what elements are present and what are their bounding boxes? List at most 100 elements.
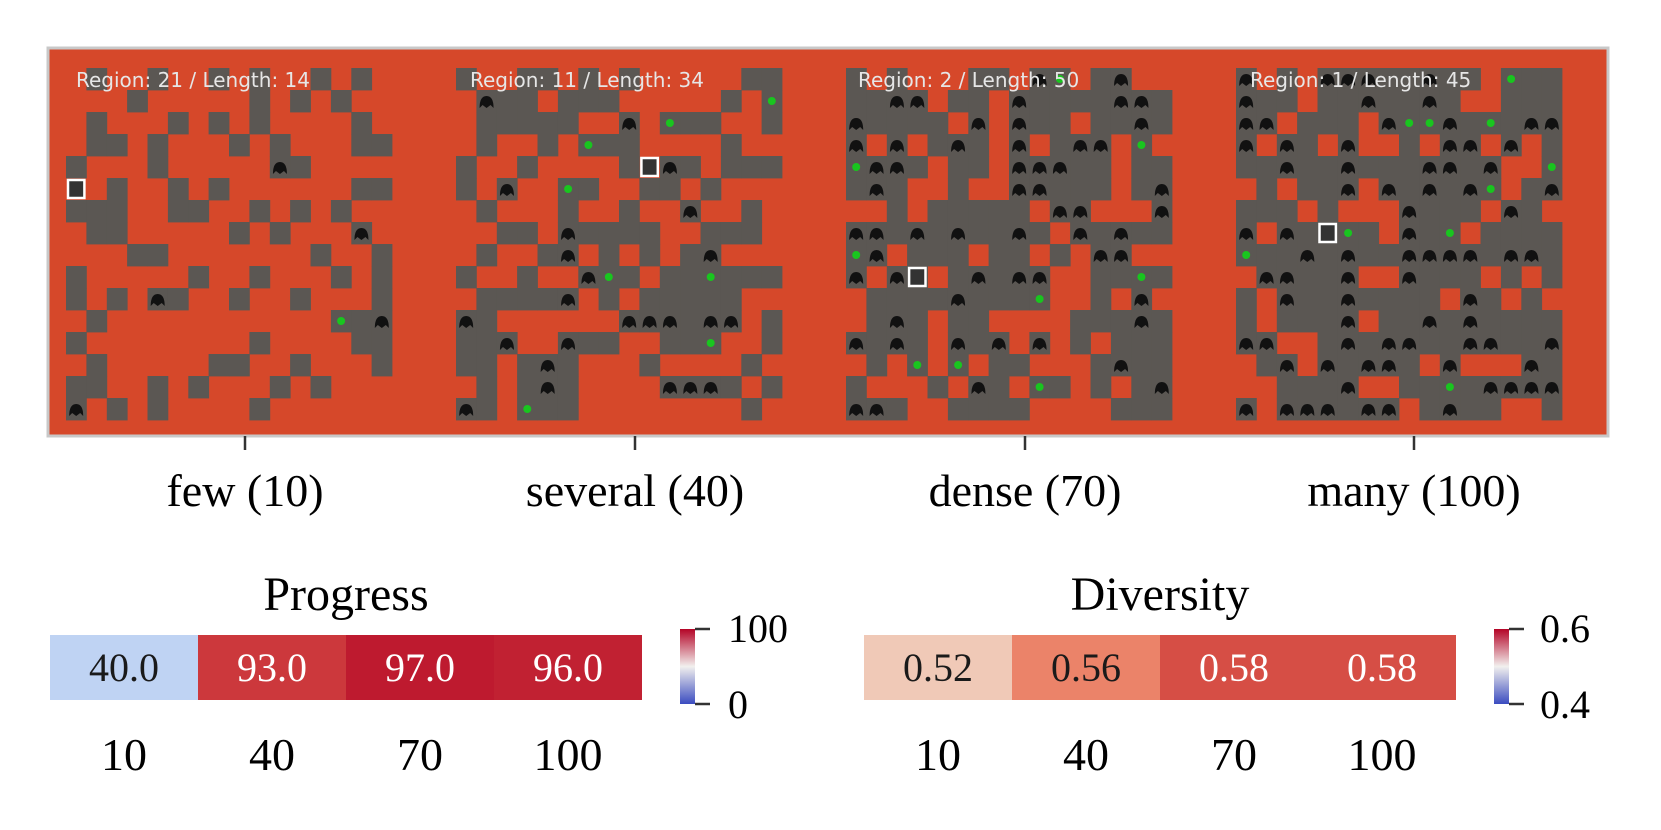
enemy-sprite: [849, 118, 864, 130]
wall-tile: [968, 90, 990, 113]
wall-tile: [537, 112, 559, 135]
wall-tile: [578, 90, 600, 113]
enemy-sprite: [869, 404, 884, 416]
enemy-sprite: [849, 228, 864, 240]
enemy-sprite: [1052, 206, 1067, 218]
enemy-sprite: [1279, 162, 1294, 174]
enemy-sprite: [581, 272, 596, 284]
wall-tile: [1049, 112, 1071, 135]
wall-tile: [517, 222, 538, 245]
enemy-sprite: [1483, 162, 1498, 174]
wall-tile: [1256, 178, 1278, 201]
wall-tile: [1029, 222, 1051, 245]
player-marker: [66, 178, 86, 200]
wall-tile: [371, 266, 393, 289]
wall-tile: [1070, 90, 1091, 113]
wall-tile: [1009, 398, 1030, 421]
wall-tile: [761, 310, 783, 333]
enemy-sprite: [479, 96, 494, 108]
wall-tile: [1399, 376, 1420, 399]
enemy-sprite: [1300, 404, 1315, 416]
wall-tile: [517, 288, 538, 311]
wall-tile: [1378, 244, 1400, 267]
wall-tile: [1541, 90, 1563, 113]
enemy-sprite: [1463, 184, 1478, 196]
wall-tile: [680, 112, 701, 135]
enemy-sprite: [1442, 140, 1457, 152]
enemy-sprite: [1114, 250, 1129, 262]
wall-tile: [456, 68, 477, 91]
wall-tile: [598, 288, 620, 311]
wall-tile: [846, 90, 867, 113]
enemy-sprite: [869, 162, 884, 174]
wall-tile: [371, 288, 393, 311]
wall-tile: [1317, 200, 1339, 223]
wall-tile: [371, 354, 393, 377]
enemy-sprite: [561, 338, 576, 350]
enemy-sprite: [1239, 118, 1254, 130]
enemy-sprite: [1341, 250, 1356, 262]
wall-tile: [968, 310, 990, 333]
enemy-sprite: [889, 338, 904, 350]
wall-tile: [1521, 200, 1543, 223]
wall-tile: [1090, 266, 1112, 289]
enemy-sprite: [991, 338, 1006, 350]
enemy-sprite: [849, 338, 864, 350]
wall-tile: [1439, 332, 1461, 355]
wall-tile: [1541, 134, 1563, 157]
wall-tile: [1399, 134, 1420, 157]
wall-tile: [330, 266, 352, 289]
wall-tile: [1090, 376, 1112, 399]
path-marker: [1344, 229, 1353, 237]
wall-tile: [1317, 90, 1339, 113]
wall-tile: [1541, 266, 1563, 289]
enemy-sprite: [1524, 382, 1539, 394]
diversity-cell-3: [1160, 635, 1308, 700]
wall-tile: [598, 332, 620, 355]
wall-tile: [947, 90, 969, 113]
wall-tile: [700, 222, 722, 245]
wall-tile: [1256, 354, 1278, 377]
wall-tile: [1378, 288, 1400, 311]
enemy-sprite: [540, 382, 555, 394]
wall-tile: [456, 332, 477, 355]
wall-tile: [1480, 310, 1502, 333]
wall-tile: [659, 178, 681, 201]
enemy-sprite: [1504, 250, 1519, 262]
enemy-sprite: [1239, 338, 1254, 350]
wall-tile: [968, 222, 990, 245]
wall-tile: [208, 354, 230, 377]
wall-tile: [1317, 266, 1339, 289]
wall-tile: [761, 156, 783, 179]
enemy-sprite: [1544, 382, 1559, 394]
wall-tile: [1439, 266, 1461, 289]
enemy-sprite: [869, 250, 884, 262]
wall-tile: [947, 244, 969, 267]
enemy-sprite: [1259, 338, 1274, 350]
diversity-cell-1: [864, 635, 1012, 700]
wall-tile: [1151, 90, 1173, 113]
wall-tile: [1151, 332, 1173, 355]
enemy-sprite: [1279, 294, 1294, 306]
enemy-sprite: [849, 272, 864, 284]
wall-tile: [1151, 222, 1173, 245]
enemy-sprite: [1422, 184, 1437, 196]
wall-tile: [578, 178, 600, 201]
enemy-sprite: [1504, 140, 1519, 152]
enemy-sprite: [1341, 272, 1356, 284]
wall-tile: [1439, 310, 1461, 333]
wall-tile: [1297, 310, 1318, 333]
wall-tile: [1358, 222, 1380, 245]
wall-tile: [866, 288, 888, 311]
map-category-2: several (40): [526, 465, 744, 516]
path-marker: [337, 317, 346, 325]
wall-tile: [1110, 310, 1132, 333]
enemy-sprite: [1544, 338, 1559, 350]
wall-tile: [537, 398, 559, 421]
wall-tile: [1276, 90, 1298, 113]
wall-tile: [1151, 354, 1173, 377]
enemy-sprite: [374, 316, 389, 328]
wall-tile: [578, 222, 600, 245]
wall-tile: [1049, 90, 1071, 113]
wall-tile: [1276, 68, 1298, 91]
